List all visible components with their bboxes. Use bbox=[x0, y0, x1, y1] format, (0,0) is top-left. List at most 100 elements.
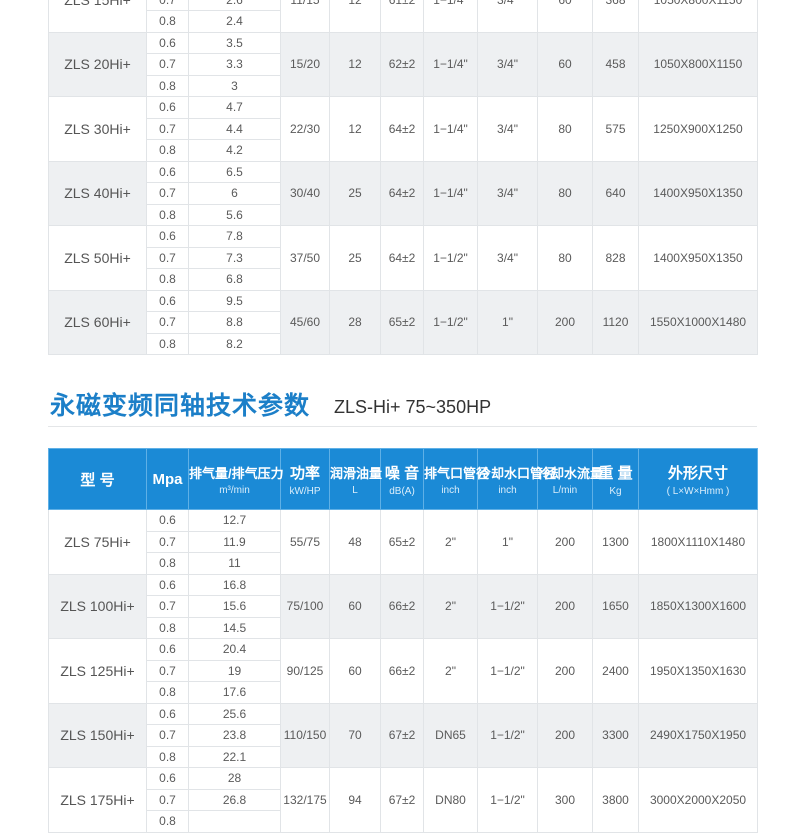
oil-cell: 12 bbox=[329, 0, 381, 33]
water-flow-cell: 80 bbox=[537, 96, 593, 162]
flow-cell: 20.4 bbox=[188, 638, 281, 661]
model-group: ZLS 30Hi+ 0.6 4.7 22/30 12 64±2 1−1/4" 3/4" 80 57… bbox=[48, 96, 758, 162]
water-flow-cell: 200 bbox=[537, 509, 593, 575]
flow-cell: 7.8 bbox=[188, 225, 281, 248]
header-cell: 排气量/排气压力 m³/min bbox=[188, 448, 284, 510]
flow-cell: 3.3 bbox=[188, 53, 281, 76]
water-in-cell: 3/4" bbox=[477, 0, 538, 33]
pressure-cell: 0.7 bbox=[146, 659, 189, 682]
weight-cell: 1120 bbox=[592, 289, 639, 355]
power-cell: 37/50 bbox=[280, 225, 330, 291]
pressure-cell: 0.8 bbox=[146, 10, 189, 33]
flow-cell: 12.7 bbox=[188, 509, 281, 532]
model-group: ZLS 50Hi+ 0.6 7.8 37/50 25 64±2 1−1/2" 3/4" 80 82… bbox=[48, 225, 758, 291]
water-in-cell: 1−1/2" bbox=[477, 638, 538, 704]
water-flow-cell: 60 bbox=[537, 0, 593, 33]
header-label: 外形尺寸 bbox=[667, 464, 728, 482]
flow-cell: 3.5 bbox=[188, 31, 281, 54]
flow-cell: 11 bbox=[188, 552, 281, 575]
flow-cell: 5.6 bbox=[188, 203, 281, 226]
pressure-cell: 0.7 bbox=[146, 530, 189, 553]
water-flow-cell: 200 bbox=[537, 638, 593, 704]
model-group: ZLS 40Hi+ 0.6 6.5 30/40 25 64±2 1−1/4" 3/4" 80 64… bbox=[48, 160, 758, 226]
outlet-cell: 1−1/2" bbox=[423, 225, 478, 291]
table-row: ZLS 125Hi+ 0.6 20.4 90/125 60 66±2 2" 1−1/2" 200… bbox=[48, 638, 758, 704]
header-label: 噪 音 bbox=[384, 464, 420, 482]
noise-cell: 65±2 bbox=[380, 509, 424, 575]
pressure-cell: 0.6 bbox=[146, 509, 189, 532]
header-label: 型 号 bbox=[80, 471, 115, 489]
power-cell: 11/15 bbox=[280, 0, 330, 33]
table-row: 0.7 23.8 bbox=[49, 724, 758, 747]
outlet-cell: 1−1/4" bbox=[423, 0, 478, 33]
model-cell: ZLS 40Hi+ bbox=[48, 160, 147, 226]
table-row: 0.7 19 bbox=[49, 659, 758, 682]
table-row: 0.7 8.8 bbox=[49, 311, 758, 334]
table-row: 0.8 3 bbox=[49, 74, 758, 97]
table-row: 0.7 15.6 bbox=[49, 595, 758, 618]
model-cell: ZLS 150Hi+ bbox=[48, 702, 147, 768]
size-cell: 1400X950X1350 bbox=[638, 225, 758, 291]
flow-cell: 28 bbox=[188, 767, 281, 790]
water-in-cell: 3/4" bbox=[477, 96, 538, 162]
noise-cell: 61±2 bbox=[380, 0, 424, 33]
table-row: ZLS 150Hi+ 0.6 25.6 110/150 70 67±2 DN65 1−1/2"… bbox=[48, 702, 758, 768]
outlet-cell: 1−1/2" bbox=[423, 289, 478, 355]
pressure-cell: 0.6 bbox=[146, 767, 189, 790]
spec-table-hi-plus: 型 号 Mpa 排气量/排气压力 m³/min 功率 kW/HP 润滑油量 L 噪 音 dB(A)… bbox=[48, 448, 758, 833]
pressure-cell: 0.7 bbox=[146, 246, 189, 269]
header-cell: 外形尺寸 ( L×W×Hmm ) bbox=[638, 448, 758, 510]
header-unit: kW/HP bbox=[289, 485, 321, 497]
pressure-cell: 0.8 bbox=[146, 139, 189, 162]
size-cell: 1250X900X1250 bbox=[638, 96, 758, 162]
header-cell: 噪 音 dB(A) bbox=[380, 448, 424, 510]
oil-cell: 48 bbox=[329, 509, 381, 575]
flow-cell bbox=[188, 810, 281, 833]
header-unit: Kg bbox=[609, 485, 622, 497]
water-in-cell: 3/4" bbox=[477, 225, 538, 291]
pressure-cell: 0.8 bbox=[146, 745, 189, 768]
water-flow-cell: 80 bbox=[537, 160, 593, 226]
header-cell: 型 号 bbox=[48, 448, 147, 510]
table-row: 0.7 11.9 bbox=[49, 530, 758, 553]
water-in-cell: 3/4" bbox=[477, 31, 538, 97]
flow-cell: 6.5 bbox=[188, 160, 281, 183]
model-group: ZLS 20Hi+ 0.6 3.5 15/20 12 62±2 1−1/4" 3/4" 60 45… bbox=[48, 31, 758, 97]
oil-cell: 25 bbox=[329, 225, 381, 291]
model-cell: ZLS 60Hi+ bbox=[48, 289, 147, 355]
header-unit: L bbox=[352, 484, 358, 496]
pressure-cell: 0.6 bbox=[146, 225, 189, 248]
flow-cell: 6 bbox=[188, 182, 281, 205]
size-cell: 1400X950X1350 bbox=[638, 160, 758, 226]
weight-cell: 1300 bbox=[592, 509, 639, 575]
pressure-cell: 0.6 bbox=[146, 289, 189, 312]
size-cell: 1800X1110X1480 bbox=[638, 509, 758, 575]
model-group: ZLS 125Hi+ 0.6 20.4 90/125 60 66±2 2" 1−1/2" 200… bbox=[48, 638, 758, 704]
flow-cell: 11.9 bbox=[188, 530, 281, 553]
table-row: ZLS 60Hi+ 0.6 9.5 45/60 28 65±2 1−1/2" 1" 200 112… bbox=[48, 289, 758, 355]
header-cell: 功率 kW/HP bbox=[280, 448, 330, 510]
outlet-cell: 2" bbox=[423, 573, 478, 639]
weight-cell: 368 bbox=[592, 0, 639, 33]
table-row: 0.7 6 bbox=[49, 182, 758, 205]
flow-cell: 22.1 bbox=[188, 745, 281, 768]
model-group: ZLS 75Hi+ 0.6 12.7 55/75 48 65±2 2" 1" 200 1300 18… bbox=[48, 509, 758, 575]
pressure-cell: 0.8 bbox=[146, 616, 189, 639]
power-cell: 22/30 bbox=[280, 96, 330, 162]
water-in-cell: 1−1/2" bbox=[477, 702, 538, 768]
outlet-cell: 1−1/4" bbox=[423, 160, 478, 226]
flow-cell: 17.6 bbox=[188, 681, 281, 704]
pressure-cell: 0.7 bbox=[146, 0, 189, 11]
noise-cell: 65±2 bbox=[380, 289, 424, 355]
header-cell: 排气口管径 inch bbox=[423, 448, 489, 510]
pressure-cell: 0.8 bbox=[146, 74, 189, 97]
table-row: 0.7 7.3 bbox=[49, 246, 758, 269]
outlet-cell: 1−1/4" bbox=[423, 96, 478, 162]
table-row: ZLS 20Hi+ 0.6 3.5 15/20 12 62±2 1−1/4" 3/4" 60 45… bbox=[48, 31, 758, 97]
flow-cell: 2.4 bbox=[188, 10, 281, 33]
water-flow-cell: 200 bbox=[537, 702, 593, 768]
weight-cell: 1650 bbox=[592, 573, 639, 639]
pressure-cell: 0.8 bbox=[146, 810, 189, 833]
table-row: 0.7 3.3 bbox=[49, 53, 758, 76]
table-row: ZLS 40Hi+ 0.6 6.5 30/40 25 64±2 1−1/4" 3/4" 80 64… bbox=[48, 160, 758, 226]
